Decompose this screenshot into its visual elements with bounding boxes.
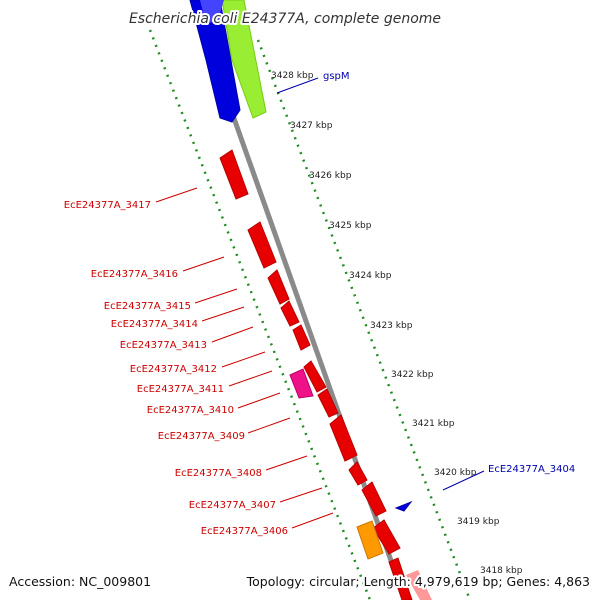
gene-orange-segment[interactable] — [356, 520, 384, 560]
gene-EcE24377A_3411[interactable] — [289, 368, 314, 399]
gene-EcE24377A_3415[interactable] — [267, 269, 290, 305]
label-leader — [279, 487, 323, 503]
gene-label-EcE24377A_3409[interactable]: EcE24377A_3409 — [158, 431, 245, 442]
label-leader — [221, 351, 266, 368]
label-leader — [276, 77, 319, 94]
inner-tick-track — [148, 29, 372, 600]
label-leader — [247, 417, 291, 434]
kbp-label: 3421 kbp — [412, 419, 455, 429]
map-title: Escherichia coli E24377A, complete genom… — [129, 11, 441, 27]
gene-EcE24377A_3408[interactable] — [348, 461, 368, 486]
kbp-label: 3419 kbp — [457, 517, 500, 527]
gene-label-EcE24377A_3413[interactable]: EcE24377A_3413 — [120, 340, 207, 351]
gene-label-EcE24377A_3407[interactable]: EcE24377A_3407 — [189, 500, 276, 511]
gene-EcE24377A_3413[interactable] — [292, 324, 311, 351]
kbp-label: 3424 kbp — [349, 271, 392, 281]
gene-label-EcE24377A_3417[interactable]: EcE24377A_3417 — [64, 200, 151, 211]
gene-label-gspM[interactable]: gspM — [323, 71, 350, 82]
kbp-label: 3420 kbp — [434, 468, 477, 478]
gene-label-EcE24377A_3404[interactable]: EcE24377A_3404 — [488, 464, 575, 475]
genome-summary-text: Topology: circular; Length: 4,979,619 bp… — [246, 574, 590, 589]
label-leader — [237, 392, 281, 409]
label-leader — [442, 470, 485, 491]
gene-EcE24377A_3407[interactable] — [361, 481, 387, 517]
gene-label-EcE24377A_3414[interactable]: EcE24377A_3414 — [111, 319, 198, 330]
gene-EcE24377A_3404[interactable] — [394, 500, 413, 512]
accession-halo: Accession: NC_009801 — [9, 574, 151, 589]
kbp-label: 3425 kbp — [329, 221, 372, 231]
gene-EcE24377A_3412[interactable] — [303, 360, 327, 393]
label-leader — [291, 512, 334, 529]
gene-EcE24377A_3417[interactable] — [219, 149, 249, 200]
gene-EcE24377A_3416[interactable] — [247, 221, 277, 269]
gene-label-EcE24377A_3408[interactable]: EcE24377A_3408 — [175, 468, 262, 479]
gene-EcE24377A_3410[interactable] — [317, 388, 339, 418]
label-leader — [182, 256, 225, 272]
gene-EcE24377A_3409[interactable] — [329, 414, 358, 462]
gene-gspM-rna-segment[interactable] — [221, 0, 267, 119]
gene-EcE24377A_3406[interactable] — [372, 519, 401, 555]
gene-label-EcE24377A_3411[interactable]: EcE24377A_3411 — [137, 384, 224, 395]
gene-bottom-red[interactable] — [388, 557, 413, 600]
kbp-label: 3426 kbp — [309, 171, 352, 181]
label-leader — [194, 288, 238, 304]
kbp-label: 3418 kbp — [480, 566, 523, 576]
kbp-label: 3422 kbp — [391, 370, 434, 380]
gene-bottom-pink[interactable] — [406, 570, 432, 600]
map-title-halo: Escherichia coli E24377A, complete genom… — [129, 11, 441, 27]
label-leader — [265, 455, 308, 471]
gene-EcE24377A_3414[interactable] — [280, 300, 300, 327]
gene-label-EcE24377A_3415[interactable]: EcE24377A_3415 — [104, 301, 191, 312]
gene-label-EcE24377A_3406[interactable]: EcE24377A_3406 — [201, 526, 288, 537]
genome-summary-halo: Topology: circular; Length: 4,979,619 bp… — [246, 574, 590, 589]
gene-label-EcE24377A_3410[interactable]: EcE24377A_3410 — [147, 405, 234, 416]
gene-label-EcE24377A_3412[interactable]: EcE24377A_3412 — [130, 364, 217, 375]
label-leader — [228, 370, 273, 387]
gene-label-EcE24377A_3416[interactable]: EcE24377A_3416 — [91, 269, 178, 280]
kbp-label: 3428 kbp — [271, 71, 314, 81]
label-leader — [155, 187, 198, 203]
label-leader — [211, 326, 254, 343]
gene-forward-top-fragment[interactable] — [200, 0, 224, 24]
accession-text: Accession: NC_009801 — [9, 574, 151, 589]
kbp-label: 3427 kbp — [290, 121, 333, 131]
label-leader — [201, 306, 245, 322]
kbp-label: 3423 kbp — [370, 321, 413, 331]
gene-forward-segment-blue[interactable] — [189, 0, 241, 123]
